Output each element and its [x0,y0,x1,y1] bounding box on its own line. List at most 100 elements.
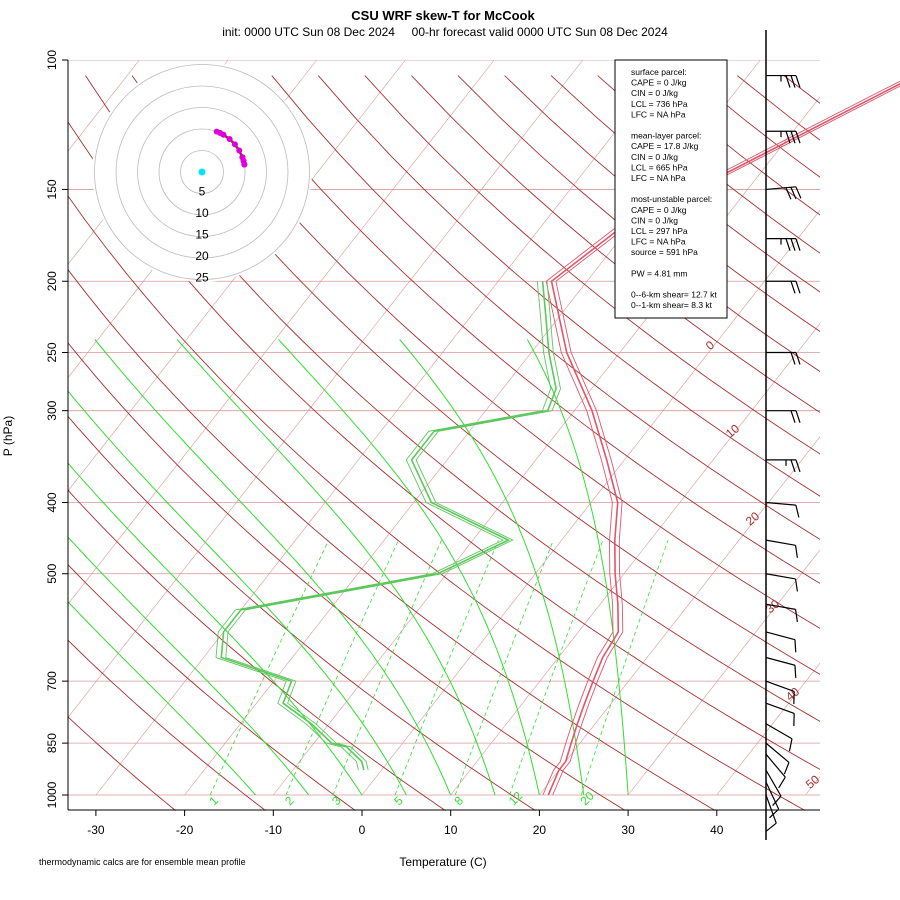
isotherm-line [95,60,672,796]
wind-barb-flag [795,186,802,199]
dry-adiabat-line [457,75,820,373]
profiles [215,80,900,796]
stats-line: CAPE = 0 J/kg [631,205,687,215]
dry-adiabat-line [411,75,820,413]
y-tick-label: 850 [45,733,59,753]
dry-adiabat-line [85,75,820,722]
dry-adiabat-line [68,716,176,811]
wind-barb-flag [785,75,791,88]
dry-adiabat-line [68,268,716,811]
x-tick-label: -10 [265,823,283,837]
wind-barb-flag [795,459,801,473]
dewpoint-line [220,281,557,771]
dry-adiabat-line [68,121,820,770]
stats-line: LCL = 736 hPa [631,99,688,109]
isotherm-line [627,549,820,796]
hodograph-ring-label: 5 [199,185,206,199]
isotherm-line [68,60,584,718]
wind-barb-flag [794,545,798,558]
dry-adiabat-line [364,75,820,455]
wind-barb-flag [790,75,796,88]
mixing-ratio-line [285,539,399,796]
wind-barb-shaft [765,723,793,740]
mixing-ratio-label: 1 [206,793,221,808]
isotherm-line [805,775,820,796]
x-tick-label: 40 [710,823,724,837]
mixing-ratio-label: 5 [391,793,406,808]
stats-line: surface parcel: [631,67,687,77]
moist-adiabat-line [68,536,310,796]
isotherm-line [68,60,495,605]
wind-barb-flag [795,352,801,365]
wind-barb-shaft [765,573,796,580]
hodograph-ring-label: 20 [195,249,209,263]
wind-barb-flag [795,504,800,518]
stats-line: source = 591 hPa [631,247,698,257]
dry-adiabat-line [831,76,900,811]
isotherm-label: 40 [783,684,802,704]
wind-barb-flag [795,75,801,88]
dry-adiabat-line [68,489,446,811]
x-tick-label: 20 [533,823,547,837]
y-tick-label: 250 [45,342,59,362]
chart-subtitle: init: 0000 UTC Sun 08 Dec 2024 00-hr for… [222,25,668,39]
y-tick-label: 100 [45,50,59,70]
isotherm-line [450,322,820,796]
mixing-ratio-label: 12 [506,789,526,809]
isotherm-line [894,60,900,795]
hodograph-ring [137,107,267,237]
moist-adiabat-line [176,339,496,796]
y-tick-label: 700 [45,671,59,691]
stats-line: CAPE = 0 J/kg [631,78,687,88]
stats-line: mean-layer parcel: [631,131,701,141]
mixing-ratio-line [394,539,499,796]
hodograph-ring [180,150,224,194]
wind-barb-shaft [765,501,796,506]
y-axis-label: P (hPa) [1,416,15,456]
stats-line: most-unstable parcel: [631,194,712,204]
stats-line: 0--6-km shear= 12.7 kt [631,290,717,300]
stats-line: PW = 4.81 mm [631,268,687,278]
wind-barb-shaft [765,603,796,610]
wind-barb-flag [769,808,780,819]
wind-barb-flag [795,281,801,294]
wind-barb-flag [790,187,797,200]
wind-barb-flag [794,609,798,622]
dewpoint-line [225,281,561,771]
stats-line: CIN = 0 J/kg [631,152,678,162]
mixing-ratio-label: 2 [282,793,297,808]
stats-line: CAPE = 17.8 J/kg [631,141,699,151]
wind-barb-flag [785,131,791,144]
hodograph-ring-label: 25 [195,271,209,285]
y-tick-label: 300 [45,400,59,420]
mixing-ratio-line [332,539,442,796]
x-tick-label: 10 [444,823,458,837]
hodograph-ring [158,128,246,216]
y-tick-label: 200 [45,271,59,291]
wind-barb-flag [790,352,796,365]
wind-barbs [765,74,802,832]
wind-barb-flag [772,795,782,806]
mixing-ratio-label: 8 [451,793,466,808]
hodograph-ring-label: 10 [195,206,209,220]
wind-barb-flag [794,639,797,653]
wind-barb-shaft [765,753,786,778]
moist-adiabat-line [68,462,363,796]
x-axis-label: Temperature (C) [399,855,486,869]
x-tick-label: -30 [87,823,105,837]
hodograph-point [220,131,227,138]
dry-adiabat-line [68,415,536,811]
y-tick-label: 400 [45,492,59,512]
x-tick-label: 30 [621,823,635,837]
x-tick-label: 0 [359,823,366,837]
hodograph-ring [94,64,310,280]
wind-barb-flag [790,131,796,144]
wind-barb-flag [790,281,796,294]
wind-barb-shaft [765,702,795,714]
wind-barb-flag [778,776,786,789]
hodograph-point [226,136,233,143]
wind-barb-shaft [765,742,790,763]
stats-line: CIN = 0 J/kg [631,88,678,98]
stats-line: LCL = 665 hPa [631,162,688,172]
dry-adiabat-line [68,195,806,811]
